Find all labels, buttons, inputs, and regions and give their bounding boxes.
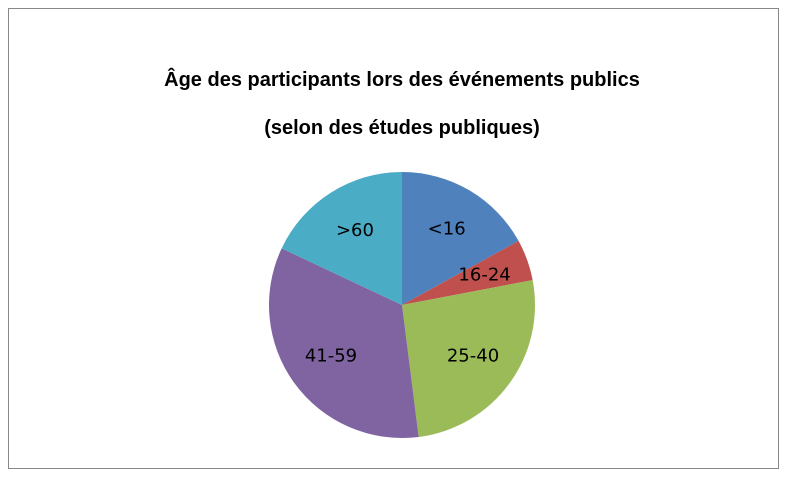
slice-label: 41-59 (305, 346, 357, 367)
chart-frame (8, 8, 779, 469)
slice-label: <16 (428, 218, 466, 239)
pie-slice (268, 248, 419, 439)
slice-label: 16-24 (458, 264, 510, 285)
slice-label: >60 (336, 220, 374, 241)
chart-title: Âge des participants lors des événements… (164, 69, 640, 139)
pie-slice (281, 172, 402, 305)
pie-slice (402, 172, 519, 305)
pie-slice (402, 280, 536, 437)
pie-slice (402, 240, 533, 305)
slice-label: 25-40 (447, 346, 499, 367)
